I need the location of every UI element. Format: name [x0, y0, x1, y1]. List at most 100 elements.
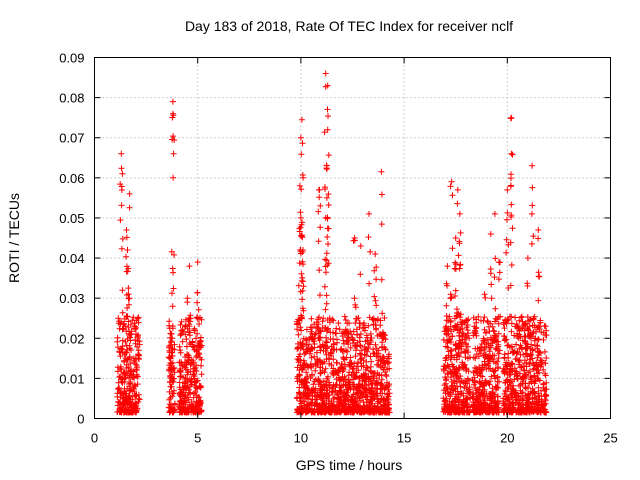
data-point — [503, 377, 510, 384]
data-point — [299, 365, 306, 372]
data-point — [365, 345, 372, 351]
data-point — [121, 357, 128, 364]
data-point — [522, 384, 529, 391]
data-point — [168, 349, 175, 356]
data-point — [382, 369, 389, 375]
data-point — [168, 331, 175, 337]
data-point — [377, 354, 383, 360]
data-point — [322, 348, 329, 354]
data-point — [441, 403, 448, 410]
data-point — [295, 331, 302, 338]
data-point — [116, 348, 123, 355]
data-point — [542, 397, 549, 404]
data-point — [511, 332, 518, 339]
data-point — [121, 369, 128, 376]
data-point — [123, 234, 130, 241]
data-point — [375, 400, 381, 407]
data-point — [299, 278, 306, 285]
data-point — [321, 391, 328, 398]
data-point — [114, 368, 121, 375]
data-point — [358, 372, 365, 379]
data-point — [294, 320, 300, 327]
data-point — [456, 343, 463, 350]
data-point — [351, 381, 358, 388]
data-point — [116, 399, 123, 406]
data-point — [170, 150, 177, 157]
data-point — [365, 234, 372, 241]
data-point — [328, 388, 335, 395]
data-point — [512, 314, 519, 321]
data-point — [447, 374, 454, 381]
data-point — [325, 152, 332, 159]
data-point — [539, 403, 546, 410]
data-point — [363, 393, 370, 400]
data-point — [197, 384, 204, 391]
data-point — [516, 317, 523, 324]
chart-title: Day 183 of 2018, Rate Of TEC Index for r… — [185, 18, 513, 34]
data-point — [502, 400, 509, 407]
data-point — [124, 305, 131, 311]
data-point — [355, 367, 362, 374]
data-point — [523, 341, 530, 348]
data-point — [455, 399, 462, 406]
data-point — [372, 370, 379, 377]
data-point — [296, 372, 303, 379]
data-point — [378, 191, 385, 198]
data-point — [440, 366, 447, 373]
data-point — [117, 389, 123, 396]
data-point — [185, 389, 192, 396]
data-point — [452, 287, 459, 294]
data-point — [169, 303, 176, 310]
data-point — [453, 372, 460, 379]
data-point — [488, 397, 495, 404]
data-point — [169, 390, 176, 397]
data-point — [178, 327, 185, 334]
data-point — [500, 365, 507, 372]
data-point — [187, 391, 194, 398]
data-point — [471, 365, 478, 371]
data-point — [355, 402, 362, 409]
data-point — [134, 367, 140, 373]
data-point — [124, 346, 131, 353]
data-point — [531, 380, 538, 387]
data-point — [527, 351, 534, 358]
data-point — [169, 359, 176, 366]
data-point — [456, 375, 462, 382]
data-point — [466, 388, 473, 395]
data-point — [523, 345, 530, 352]
data-point — [299, 140, 306, 147]
data-point — [366, 210, 372, 217]
data-point — [354, 385, 361, 392]
data-point — [491, 352, 498, 359]
data-point — [500, 395, 507, 402]
data-point — [464, 343, 471, 350]
data-point — [316, 337, 323, 344]
data-point — [317, 389, 324, 396]
data-point — [528, 388, 534, 395]
data-point — [298, 151, 305, 158]
data-point — [503, 216, 510, 223]
data-point — [179, 361, 185, 367]
data-point — [354, 363, 360, 370]
data-point — [115, 315, 122, 322]
data-point — [170, 174, 177, 181]
data-point — [357, 342, 364, 349]
data-point — [349, 366, 356, 372]
data-point — [300, 247, 306, 253]
data-point — [194, 377, 201, 384]
data-point — [524, 280, 531, 287]
data-point — [447, 356, 454, 363]
data-point — [317, 224, 324, 231]
data-point — [186, 315, 193, 322]
data-point — [185, 408, 192, 415]
data-point — [474, 345, 481, 352]
data-point — [347, 344, 354, 351]
y-tick-label: 0 — [77, 412, 84, 427]
data-point — [167, 378, 174, 385]
data-point — [475, 401, 482, 408]
data-point — [121, 401, 128, 408]
data-point — [126, 383, 133, 390]
data-point — [530, 315, 537, 322]
data-point — [337, 399, 344, 406]
data-point — [198, 362, 204, 369]
